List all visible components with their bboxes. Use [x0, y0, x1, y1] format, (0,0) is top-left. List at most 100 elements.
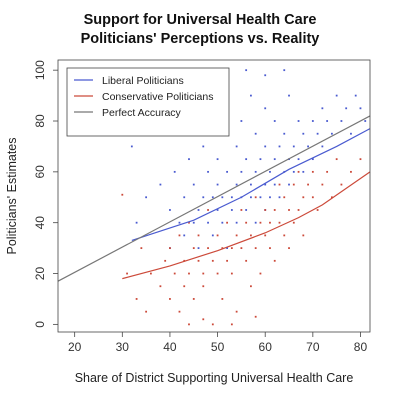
- point-liberal-14: [197, 209, 200, 211]
- point-conservative-70: [326, 170, 329, 173]
- y-tick-label-20: 20: [33, 267, 47, 281]
- point-conservative-32: [226, 221, 228, 224]
- point-liberal-72: [316, 132, 319, 135]
- point-conservative-42: [250, 285, 252, 288]
- point-liberal-39: [250, 196, 252, 199]
- point-liberal-70: [311, 158, 314, 161]
- point-liberal-64: [292, 145, 295, 148]
- point-conservative-15: [188, 272, 190, 275]
- point-conservative-57: [288, 209, 290, 211]
- point-conservative-53: [278, 221, 281, 224]
- point-liberal-63: [292, 170, 295, 173]
- point-conservative-78: [230, 323, 233, 326]
- point-liberal-25: [221, 196, 224, 199]
- point-conservative-28: [216, 234, 219, 237]
- point-liberal-6: [173, 170, 176, 173]
- point-conservative-69: [321, 183, 324, 186]
- point-liberal-82: [359, 107, 362, 110]
- point-liberal-83: [364, 120, 367, 122]
- point-liberal-66: [297, 120, 300, 122]
- point-liberal-41: [250, 94, 252, 97]
- point-liberal-32: [235, 183, 238, 186]
- point-liberal-45: [259, 196, 262, 199]
- point-conservative-39: [245, 259, 248, 262]
- point-liberal-52: [269, 170, 271, 173]
- point-conservative-62: [297, 170, 300, 173]
- point-liberal-11: [192, 221, 195, 224]
- point-conservative-77: [202, 318, 205, 321]
- point-liberal-31: [235, 221, 238, 224]
- x-axis-ticks: 20 30 40 50 60 70 80: [68, 332, 367, 354]
- point-liberal-62: [288, 94, 290, 97]
- point-liberal-27: [226, 170, 228, 173]
- point-liberal-77: [335, 94, 338, 97]
- chart-subtitle: Politicians' Perceptions vs. Reality: [81, 31, 320, 47]
- point-liberal-40: [250, 183, 252, 186]
- point-liberal-59: [283, 132, 286, 135]
- point-liberal-7: [178, 221, 181, 224]
- legend-box: [66, 67, 230, 137]
- point-conservative-22: [202, 272, 205, 275]
- point-liberal-54: [273, 158, 276, 161]
- point-liberal-42: [254, 221, 257, 224]
- point-conservative-52: [273, 259, 276, 262]
- point-conservative-74: [350, 170, 352, 173]
- point-conservative-9: [169, 247, 171, 250]
- y-axis-label: Politicians' Estimates: [5, 137, 19, 254]
- x-tick-label-30: 30: [116, 340, 130, 354]
- y-axis-ticks: 0 20 40 60 80 100: [33, 60, 58, 328]
- point-liberal-26: [226, 247, 228, 250]
- point-conservative-2: [135, 298, 138, 300]
- y-tick-label-60: 60: [33, 165, 47, 179]
- point-conservative-45: [259, 221, 262, 224]
- point-conservative-16: [188, 221, 190, 224]
- point-liberal-51: [269, 196, 271, 199]
- point-liberal-15: [202, 196, 205, 199]
- point-conservative-41: [250, 234, 252, 237]
- x-axis-label: Share of District Supporting Universal H…: [75, 371, 354, 385]
- point-conservative-12: [178, 234, 181, 237]
- point-liberal-56: [278, 196, 281, 199]
- point-conservative-49: [269, 247, 271, 250]
- point-conservative-67: [311, 170, 314, 173]
- point-conservative-10: [173, 272, 176, 275]
- point-liberal-1: [135, 221, 138, 224]
- point-liberal-4: [169, 209, 171, 211]
- point-conservative-23: [207, 247, 209, 250]
- point-liberal-9: [183, 196, 186, 199]
- point-liberal-67: [302, 170, 305, 173]
- point-liberal-10: [188, 158, 190, 161]
- point-liberal-36: [240, 120, 243, 122]
- point-liberal-22: [216, 183, 219, 186]
- point-liberal-76: [330, 132, 333, 135]
- point-conservative-36: [235, 310, 238, 313]
- point-liberal-16: [202, 145, 205, 148]
- point-conservative-24: [207, 209, 209, 211]
- point-liberal-29: [230, 209, 233, 211]
- line-liberal: [131, 128, 371, 242]
- point-conservative-54: [278, 183, 281, 186]
- point-conservative-51: [273, 209, 276, 211]
- x-tick-label-20: 20: [68, 340, 82, 354]
- point-liberal-18: [207, 170, 209, 173]
- point-conservative-48: [264, 209, 267, 211]
- point-conservative-79: [254, 315, 257, 318]
- point-liberal-21: [216, 209, 219, 211]
- point-conservative-44: [254, 196, 257, 199]
- point-conservative-38: [240, 209, 243, 211]
- point-liberal-0: [130, 145, 133, 148]
- point-liberal-43: [254, 170, 257, 173]
- point-liberal-24: [221, 221, 224, 224]
- x-tick-label-50: 50: [211, 340, 225, 354]
- point-liberal-8: [183, 234, 186, 237]
- point-liberal-53: [273, 183, 276, 186]
- legend-label-perfect: Perfect Accuracy: [102, 107, 182, 119]
- point-conservative-34: [230, 272, 233, 275]
- x-tick-label-60: 60: [259, 340, 273, 354]
- point-conservative-18: [192, 247, 195, 250]
- x-tick-label-40: 40: [163, 340, 177, 354]
- point-conservative-26: [211, 323, 214, 326]
- point-liberal-23: [216, 158, 219, 161]
- point-conservative-5: [149, 272, 152, 275]
- point-conservative-43: [254, 247, 257, 250]
